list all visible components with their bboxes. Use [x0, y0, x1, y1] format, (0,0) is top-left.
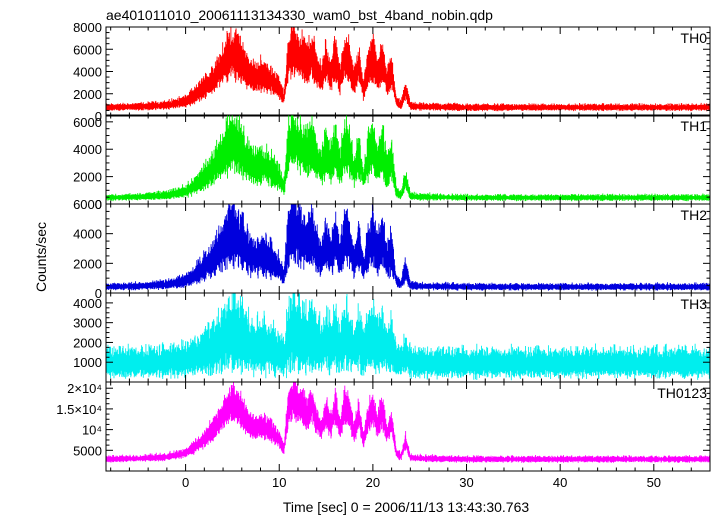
x-tick-label: 40 [553, 475, 567, 490]
y-tick-label: 6000 [73, 115, 102, 130]
series-th1-line [106, 115, 710, 202]
panels-group: 0 2000 4000 6000 8000 TH0 0 2000 4000 6000 TH1 0 200… [56, 20, 711, 472]
panel-label-th1: TH1 [681, 118, 708, 134]
y-tick-label: 4000 [73, 65, 102, 80]
panel-th0: 0 2000 4000 6000 8000 TH0 [73, 20, 711, 124]
panel-label-th3: TH3 [681, 296, 708, 312]
x-tick-label: 0 [182, 475, 189, 490]
x-tick-label: 20 [366, 475, 380, 490]
series-th0-line [106, 27, 710, 112]
y-tick-label: 3000 [73, 316, 102, 331]
y-tick-label: 2000 [73, 170, 102, 185]
panel-th2: 0 2000 4000 6000 TH2 [73, 197, 711, 301]
x-tick-label: 50 [647, 475, 661, 490]
x-axis-label: Time [sec] 0 = 2006/11/13 13:43:30.763 [283, 499, 530, 515]
y-tick-label: 1.5×10⁴ [56, 402, 102, 417]
y-tick-label: 4000 [73, 142, 102, 157]
panel-th3: 1000 2000 3000 4000 TH3 [73, 292, 711, 383]
y-tick-label: 5000 [73, 443, 102, 458]
y-tick-label: 2×10⁴ [67, 381, 102, 396]
y-tick-label: 0 [95, 197, 102, 212]
y-tick-label: 0 [95, 286, 102, 301]
y-tick-label: 4000 [73, 296, 102, 311]
panel-frame [105, 381, 711, 472]
y-tick-label: 6000 [73, 42, 102, 57]
chart-title: ae401011010_20061113134330_wam0_bst_4ban… [106, 7, 493, 23]
x-tick-label: 10 [272, 475, 286, 490]
y-tick-label: 2000 [73, 87, 102, 102]
series-th0123-line [106, 382, 710, 463]
panel-label-th0123: TH0123 [657, 385, 707, 401]
x-axis: 0 10 20 30 40 50 [182, 475, 661, 490]
panel-label-th2: TH2 [681, 207, 708, 223]
x-tick-label: 30 [459, 475, 473, 490]
y-tick-label: 10⁴ [82, 423, 102, 438]
y-axis-label: Counts/sec [33, 222, 49, 292]
y-tick-label: 0 [95, 109, 102, 124]
y-tick-label: 1000 [73, 355, 102, 370]
series-th3-line [106, 293, 710, 381]
y-tick-label: 6000 [73, 197, 102, 212]
panel-th0123: 5000 10⁴ 1.5×10⁴ 2×10⁴ TH0123 [56, 381, 711, 472]
panel-label-th0: TH0 [681, 30, 708, 46]
y-tick-label: 2000 [73, 256, 102, 271]
y-tick-label: 2000 [73, 335, 102, 350]
y-tick-label: 8000 [73, 20, 102, 35]
panel-th1: 0 2000 4000 6000 TH1 [73, 114, 711, 212]
y-tick-label: 4000 [73, 227, 102, 242]
series-th2-line [106, 204, 710, 291]
